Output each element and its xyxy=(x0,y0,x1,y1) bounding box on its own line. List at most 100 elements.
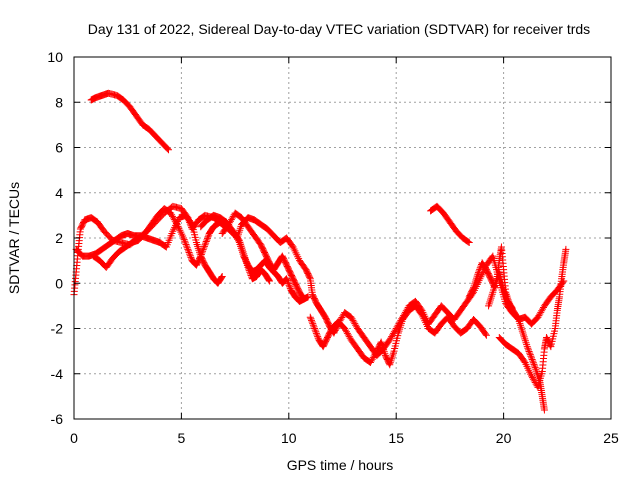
data-point xyxy=(531,362,539,370)
data-point xyxy=(265,277,273,285)
data-point xyxy=(199,247,207,255)
data-point xyxy=(562,245,570,253)
data-point xyxy=(183,244,191,252)
data-point xyxy=(197,250,205,258)
series-track-j xyxy=(495,245,570,391)
data-point xyxy=(312,329,320,337)
data-point xyxy=(508,304,516,312)
data-point xyxy=(204,233,212,241)
data-point xyxy=(501,289,509,297)
data-point xyxy=(476,265,484,273)
data-point xyxy=(286,283,294,291)
data-point xyxy=(502,293,510,301)
data-point xyxy=(530,360,538,368)
data-point xyxy=(464,238,472,246)
data-point xyxy=(308,318,316,326)
data-point xyxy=(503,294,511,302)
series-track-f xyxy=(197,211,308,305)
series-track-b xyxy=(427,202,473,247)
data-point xyxy=(165,146,173,154)
data-point xyxy=(518,325,526,333)
data-point xyxy=(526,351,534,359)
data-point xyxy=(304,293,312,301)
data-point xyxy=(474,269,482,277)
x-tick-label: 15 xyxy=(388,430,404,446)
data-point xyxy=(200,244,208,252)
data-point xyxy=(465,239,473,247)
data-point xyxy=(540,406,548,414)
data-point xyxy=(202,238,210,246)
data-point xyxy=(522,339,530,347)
y-tick-label: 6 xyxy=(55,140,63,156)
x-tick-label: 20 xyxy=(496,430,512,446)
data-point xyxy=(311,325,319,332)
data-point xyxy=(508,303,516,311)
data-point xyxy=(283,276,291,284)
data-point xyxy=(485,302,493,310)
data-point xyxy=(486,296,494,304)
data-point xyxy=(487,294,495,302)
x-tick-label: 25 xyxy=(603,430,619,446)
data-point xyxy=(218,273,226,281)
data-point xyxy=(474,270,482,278)
data-point xyxy=(501,291,509,299)
y-tick-label: 10 xyxy=(47,49,63,65)
y-tick-label: 2 xyxy=(55,230,63,246)
data-point xyxy=(187,253,195,261)
data-point xyxy=(203,236,211,244)
data-point xyxy=(218,272,226,280)
data-point xyxy=(481,330,489,338)
data-point xyxy=(372,349,380,357)
data-point xyxy=(197,252,205,260)
data-point xyxy=(488,292,496,300)
data-point xyxy=(307,315,315,323)
data-point xyxy=(311,326,319,334)
data-point xyxy=(528,354,536,362)
data-point xyxy=(309,321,317,329)
data-point xyxy=(485,300,493,308)
data-point xyxy=(283,275,291,283)
data-point xyxy=(172,219,180,227)
series-track-d xyxy=(72,211,226,287)
y-tick-label: 8 xyxy=(55,94,63,110)
data-point xyxy=(313,331,321,339)
data-point xyxy=(234,237,242,245)
y-axis-label: SDTVAR / TECUs xyxy=(6,182,22,294)
data-point xyxy=(314,333,322,341)
data-point xyxy=(306,313,314,321)
y-tick-label: -6 xyxy=(51,411,64,427)
x-tick-label: 0 xyxy=(70,430,78,446)
data-point xyxy=(198,249,206,257)
data-point xyxy=(196,253,204,261)
data-point xyxy=(482,331,490,339)
data-point xyxy=(199,246,207,254)
series-track-a xyxy=(87,89,173,154)
axis-ticks: 0 5 10 15 20 25 -6 -4 -2 0 2 4 6 8 10 xyxy=(47,49,619,446)
data-point xyxy=(469,285,477,293)
data-point xyxy=(529,359,537,367)
data-point xyxy=(517,323,525,331)
data-point xyxy=(186,250,194,258)
data-point xyxy=(475,267,483,275)
data-point xyxy=(524,346,532,354)
data-point xyxy=(521,337,529,345)
data-point xyxy=(532,365,540,373)
data-point xyxy=(519,329,527,337)
series-track-i xyxy=(485,243,548,414)
data-point xyxy=(186,252,194,260)
data-point xyxy=(184,245,192,253)
data-point xyxy=(310,323,318,331)
data-point xyxy=(526,349,534,357)
data-points xyxy=(70,89,570,414)
data-point xyxy=(284,280,292,288)
data-point xyxy=(546,341,554,349)
series-track-h xyxy=(306,302,490,369)
data-point xyxy=(500,288,508,296)
data-point xyxy=(185,249,193,257)
data-point xyxy=(500,286,508,294)
data-point xyxy=(202,239,210,247)
data-point xyxy=(389,351,397,359)
data-point xyxy=(164,145,172,153)
data-point xyxy=(521,335,529,343)
series-track-g xyxy=(218,209,312,303)
